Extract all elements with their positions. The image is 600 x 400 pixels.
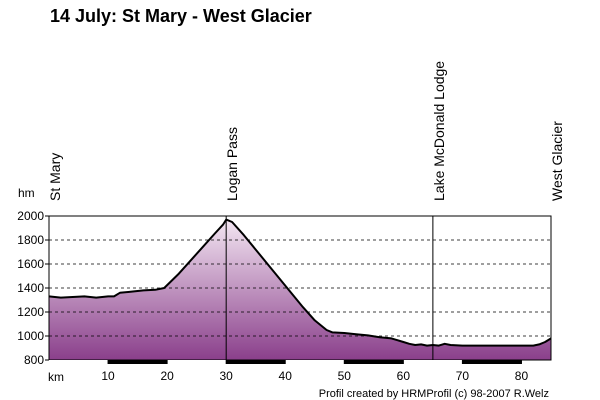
y-tick-label: 1600 [17,257,44,271]
chart-title: 14 July: St Mary - West Glacier [50,6,312,26]
waypoint-label: Lake McDonald Lodge [431,61,447,201]
area-layer [48,218,552,360]
y-tick-label: 1800 [17,233,44,247]
y-tick-label: 1000 [17,329,44,343]
distance-bar-segment [49,360,109,364]
waypoint-label: St Mary [47,153,63,201]
waypoint-label: Logan Pass [224,127,240,201]
elevation-area [49,219,551,360]
waypoint-label: West Glacier [549,121,565,201]
y-tick-label: 2000 [17,209,44,223]
axis-layer: 800 1000 1200 1400 1600 1800 2000 10 20 30 40 50 60 7… [17,61,565,384]
x-tick-label: 80 [515,369,529,383]
x-axis-unit: km [48,370,64,384]
y-tick-label: 1200 [17,305,44,319]
x-tick-label: 20 [160,369,174,383]
credit-text: Profil created by HRMProfil (c) 98-2007 … [319,388,549,400]
distance-bar-segment [167,360,227,364]
elevation-line [48,218,552,347]
y-tick-label: 1400 [17,281,44,295]
x-tick-label: 30 [219,369,233,383]
distance-bar-segment [108,360,168,364]
x-tick-label: 50 [338,369,352,383]
x-tick-label: 10 [101,369,115,383]
y-axis-unit: hm [18,186,35,200]
distance-bar-segment [285,360,345,364]
distance-bar-segment [403,360,463,364]
distance-bar-segment [462,360,522,364]
distance-bar-segment [226,360,286,364]
y-tick-label: 800 [24,353,44,367]
x-tick-label: 40 [279,369,293,383]
x-tick-label: 60 [397,369,411,383]
distance-bar-segment [344,360,404,364]
x-tick-label: 70 [456,369,470,383]
